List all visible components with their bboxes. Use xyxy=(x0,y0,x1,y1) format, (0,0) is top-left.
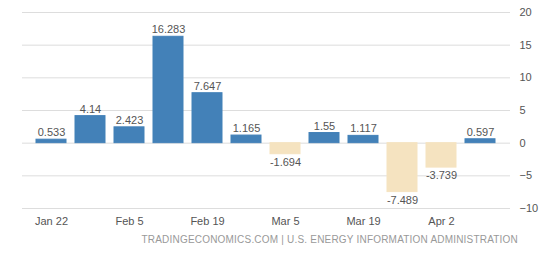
svg-text:2.423: 2.423 xyxy=(116,114,144,126)
svg-text:10: 10 xyxy=(520,71,532,83)
svg-text:Apr 2: Apr 2 xyxy=(428,215,454,227)
svg-text:1.117: 1.117 xyxy=(350,122,377,134)
svg-text:4.14: 4.14 xyxy=(80,103,101,115)
svg-text:0.597: 0.597 xyxy=(467,126,495,138)
svg-text:0.533: 0.533 xyxy=(38,126,66,138)
svg-text:0: 0 xyxy=(520,137,526,149)
svg-text:-7.489: -7.489 xyxy=(387,194,418,206)
svg-text:Mar 19: Mar 19 xyxy=(346,215,380,227)
html-text:TRADINGECONOMICS.COM | U.S. EN: TRADINGECONOMICS.COM | U.S. ENERGY INFOR… xyxy=(141,234,518,245)
svg-text:Mar 5: Mar 5 xyxy=(271,215,299,227)
svg-text:Jan 22: Jan 22 xyxy=(35,215,68,227)
svg-text:1.165: 1.165 xyxy=(233,122,261,134)
svg-text:Feb 19: Feb 19 xyxy=(190,215,224,227)
svg-text:5: 5 xyxy=(520,104,526,116)
svg-text:15: 15 xyxy=(520,39,532,51)
svg-text:-1.694: -1.694 xyxy=(270,156,301,168)
svg-text:-3.739: -3.739 xyxy=(426,169,457,181)
svg-text:1.55: 1.55 xyxy=(314,120,335,132)
svg-text:16.283: 16.283 xyxy=(152,23,186,35)
svg-text:−5: −5 xyxy=(520,169,533,181)
svg-text:Feb 5: Feb 5 xyxy=(115,215,143,227)
svg-text:7.647: 7.647 xyxy=(194,80,222,92)
svg-text:−10: −10 xyxy=(520,202,539,214)
svg-text:20: 20 xyxy=(520,6,532,18)
